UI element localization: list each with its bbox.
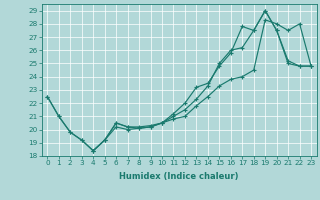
X-axis label: Humidex (Indice chaleur): Humidex (Indice chaleur) <box>119 172 239 181</box>
